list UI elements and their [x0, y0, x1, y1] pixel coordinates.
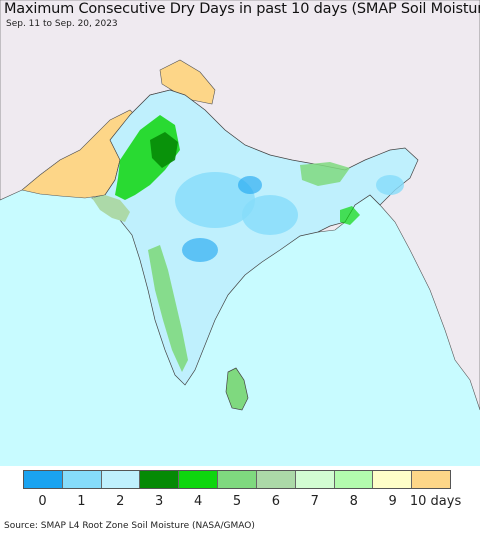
- legend-swatch: [140, 471, 180, 488]
- west-coast-green: [148, 245, 188, 372]
- map-area: [0, 0, 480, 466]
- legend-swatch: [412, 471, 450, 488]
- sri-lanka: [225, 367, 249, 411]
- legend-ticks: 0 1 2 3 4 5 6 7 8 9 10 days: [23, 494, 461, 510]
- wet-patch: [238, 176, 262, 194]
- legend-swatch: [179, 471, 219, 488]
- legend-swatch: [256, 471, 296, 488]
- legend-tick-label: 0: [38, 494, 47, 509]
- legend-tick-label: 6: [271, 494, 281, 509]
- legend-swatch: [62, 471, 102, 488]
- gujarat-region: [92, 195, 130, 222]
- northeast-green: [300, 162, 350, 186]
- legend-tick-label: 7: [310, 494, 319, 509]
- legend-tick-label: 10 days: [409, 494, 462, 509]
- legend-swatch: [295, 471, 335, 488]
- map-title: Maximum Consecutive Dry Days in past 10 …: [4, 1, 480, 17]
- map-subtitle: Sep. 11 to Sep. 20, 2023: [6, 19, 118, 29]
- source-note: Source: SMAP L4 Root Zone Soil Moisture …: [4, 521, 255, 531]
- kashmir-dry-region: [159, 59, 216, 105]
- legend-swatch: [101, 471, 141, 488]
- bangladesh-coast: [340, 206, 360, 225]
- legend-tick-label: 8: [349, 494, 358, 509]
- legend-swatch: [218, 471, 257, 488]
- legend-tick-label: 3: [155, 494, 164, 509]
- legend-tick-label: 4: [193, 494, 203, 509]
- wet-patch: [182, 238, 218, 262]
- legend-tick-label: 2: [116, 494, 125, 509]
- wet-patch: [376, 175, 404, 195]
- legend-swatch: [334, 471, 374, 488]
- legend-tick-label: 9: [388, 494, 397, 509]
- legend-swatch: [373, 471, 413, 488]
- legend-swatch: [24, 471, 63, 488]
- legend-tick-label: 1: [77, 494, 86, 509]
- wet-patch: [242, 195, 298, 235]
- legend-colorbar: [23, 470, 451, 489]
- legend-tick-label: 5: [232, 494, 242, 509]
- dark-green-region: [150, 132, 178, 168]
- wet-patch: [175, 172, 255, 228]
